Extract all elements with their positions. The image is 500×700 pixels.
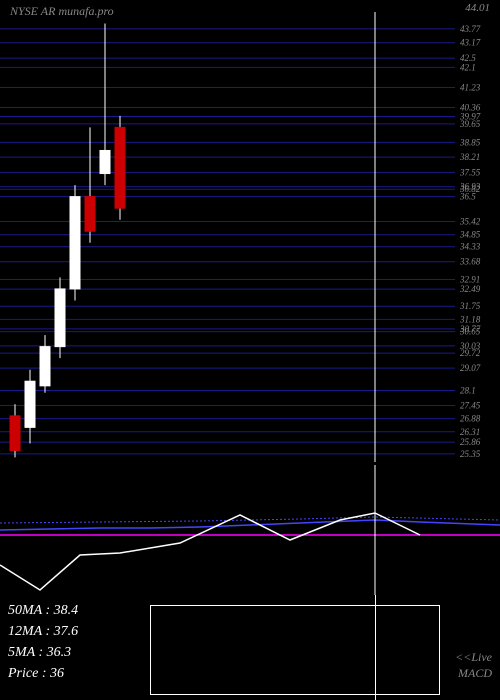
macd-box xyxy=(150,605,440,695)
macd-text: MACD xyxy=(455,666,492,682)
indicator-chart xyxy=(0,465,500,595)
svg-text:43.77: 43.77 xyxy=(460,24,481,34)
ma50-value: 38.4 xyxy=(54,603,79,618)
svg-text:32.49: 32.49 xyxy=(459,284,481,294)
macd-label: <<Live MACD xyxy=(455,650,492,681)
ma12-value: 37.6 xyxy=(54,624,79,639)
svg-text:34.85: 34.85 xyxy=(459,230,481,240)
svg-text:30.65: 30.65 xyxy=(459,327,481,337)
ma50-row: 50MA : 38.4 xyxy=(8,600,78,621)
bottom-vertical-line xyxy=(375,595,376,700)
svg-text:26.88: 26.88 xyxy=(460,414,481,424)
ma5-row: 5MA : 36.3 xyxy=(8,642,78,663)
svg-text:33.68: 33.68 xyxy=(459,257,481,267)
svg-text:27.45: 27.45 xyxy=(460,400,481,410)
svg-text:25.86: 25.86 xyxy=(460,437,481,447)
candlesticks xyxy=(10,24,125,458)
price-label: Price : xyxy=(8,666,50,681)
svg-text:37.55: 37.55 xyxy=(459,167,481,177)
y-axis-labels: 43.7743.1742.542.141.2340.3639.9739.6538… xyxy=(459,24,481,459)
svg-text:38.85: 38.85 xyxy=(459,137,481,147)
ma-blue-line xyxy=(0,520,500,530)
svg-text:35.42: 35.42 xyxy=(459,217,481,227)
ma5-label: 5MA : xyxy=(8,645,47,660)
svg-text:26.31: 26.31 xyxy=(460,427,480,437)
svg-text:39.65: 39.65 xyxy=(459,119,481,129)
ma12-label: 12MA : xyxy=(8,624,54,639)
svg-text:28.1: 28.1 xyxy=(460,385,476,395)
svg-text:34.33: 34.33 xyxy=(459,242,481,252)
svg-text:36.5: 36.5 xyxy=(459,192,476,202)
ma50-label: 50MA : xyxy=(8,603,54,618)
price-row: Price : 36 xyxy=(8,663,78,684)
svg-text:31.75: 31.75 xyxy=(459,301,481,311)
svg-text:29.07: 29.07 xyxy=(460,363,481,373)
chart-title: NYSE AR munafa.pro xyxy=(10,4,114,19)
price-value: 36 xyxy=(50,666,64,681)
svg-text:42.1: 42.1 xyxy=(460,62,476,72)
svg-text:38.21: 38.21 xyxy=(459,152,480,162)
svg-text:43.17: 43.17 xyxy=(460,38,481,48)
svg-text:29.72: 29.72 xyxy=(460,348,481,358)
ma5-value: 36.3 xyxy=(47,645,72,660)
macd-live-text: <<Live xyxy=(455,650,492,666)
svg-text:32.91: 32.91 xyxy=(459,274,480,284)
gridlines xyxy=(0,29,455,454)
chart-container: NYSE AR munafa.pro 44.01 43.7743.1742.54… xyxy=(0,0,500,700)
svg-text:41.23: 41.23 xyxy=(460,82,481,92)
price-chart: 43.7743.1742.542.141.2340.3639.9739.6538… xyxy=(0,12,500,462)
info-box: 50MA : 38.4 12MA : 37.6 5MA : 36.3 Price… xyxy=(8,600,78,684)
price-white-line xyxy=(0,513,420,590)
svg-text:25.35: 25.35 xyxy=(460,449,481,459)
ma12-row: 12MA : 37.6 xyxy=(8,621,78,642)
